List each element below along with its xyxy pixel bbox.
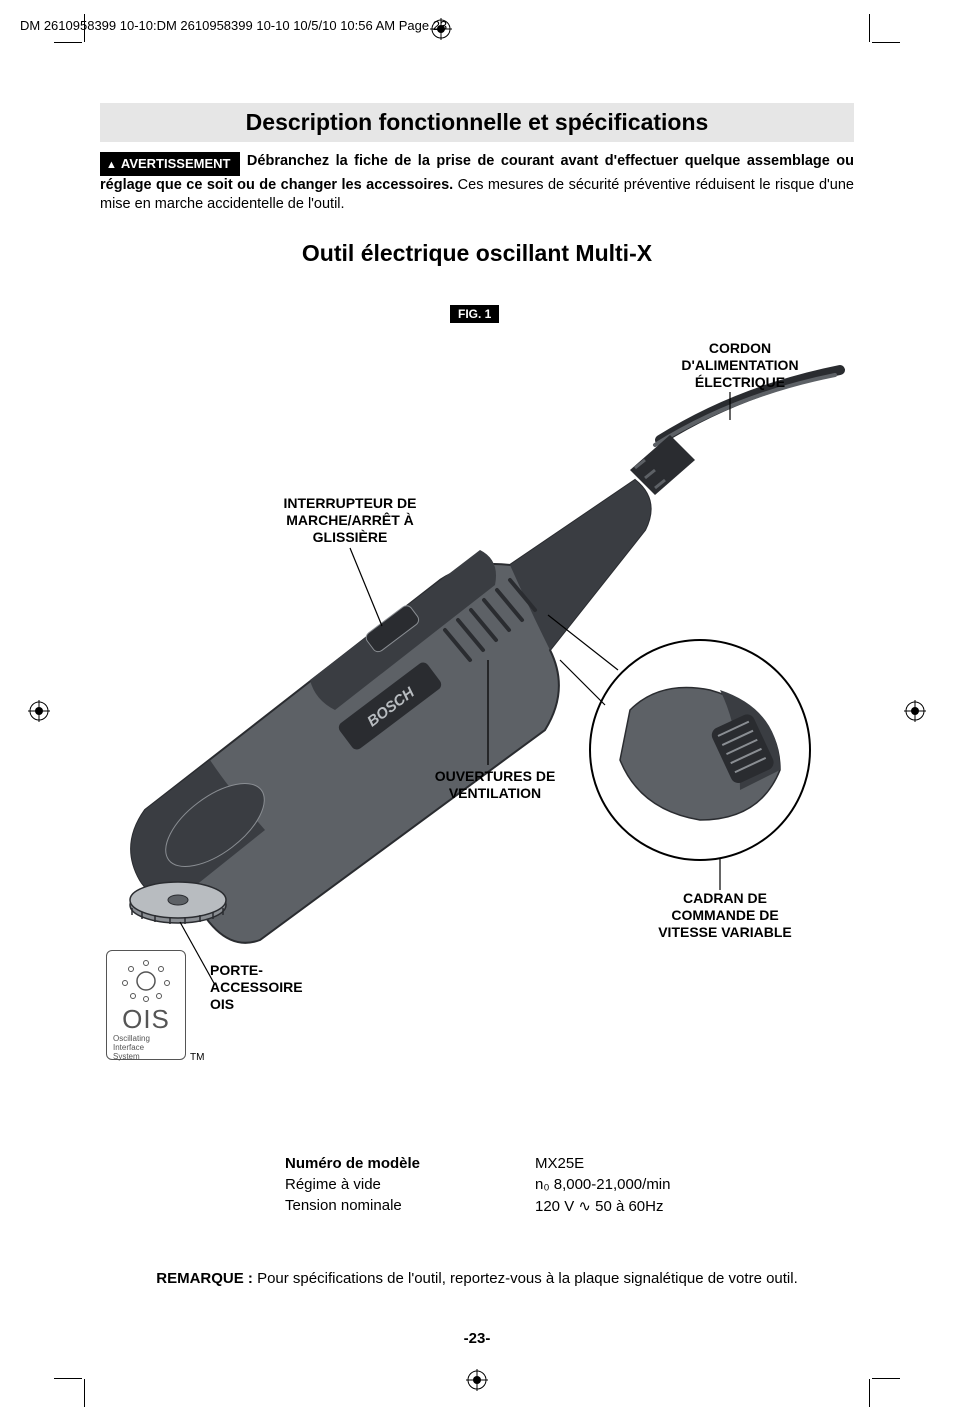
spec-speed-label: Régime à vide	[285, 1176, 535, 1193]
callout-holder: PORTE- ACCESSOIRE OIS	[210, 962, 340, 1012]
spec-model-label: Numéro de modèle	[285, 1155, 420, 1172]
ois-pattern-icon	[107, 951, 185, 1003]
crop-mark	[869, 1379, 870, 1407]
crop-mark	[869, 14, 870, 42]
remark-line: REMARQUE : Pour spécifications de l'outi…	[100, 1270, 854, 1287]
crop-mark	[872, 42, 900, 43]
page: DM 2610958399 10-10:DM 2610958399 10-10 …	[0, 0, 954, 1421]
ois-small-text: Oscillating Interface System	[107, 1035, 185, 1061]
ois-tm: TM	[190, 1052, 204, 1063]
spec-row: Tension nominale 120 V ∿ 50 à 60Hz	[285, 1197, 670, 1215]
registration-mark-icon	[430, 18, 452, 40]
crop-mark	[872, 1378, 900, 1379]
warning-badge: AVERTISSEMENT	[100, 152, 240, 176]
ois-big-text: OIS	[107, 1004, 185, 1035]
crop-mark	[54, 42, 82, 43]
tool-diagram: BOSCH	[100, 350, 854, 1090]
crop-mark	[84, 1379, 85, 1407]
callout-switch: INTERRUPTEUR DE MARCHE/ARRÊT À GLISSIÈRE	[255, 495, 445, 545]
remark-text: Pour spécifications de l'outil, reportez…	[257, 1270, 798, 1287]
crop-mark	[84, 14, 85, 42]
ois-logo-box: OIS Oscillating Interface System	[106, 950, 186, 1060]
spec-model-value: MX25E	[535, 1155, 584, 1172]
callout-cord: CORDON D'ALIMENTATION ÉLECTRIQUE	[640, 340, 840, 390]
spec-table: Numéro de modèle MX25E Régime à vide n₀ …	[285, 1155, 670, 1219]
figure-label: FIG. 1	[450, 305, 499, 323]
registration-mark-icon	[466, 1369, 488, 1391]
spec-voltage-value: 120 V ∿ 50 à 60Hz	[535, 1197, 663, 1215]
spec-speed-value: n₀ 8,000-21,000/min	[535, 1176, 670, 1193]
registration-mark-icon	[904, 700, 926, 722]
registration-mark-icon	[28, 700, 50, 722]
spec-row: Régime à vide n₀ 8,000-21,000/min	[285, 1176, 670, 1193]
warning-block: AVERTISSEMENT Débranchez la fiche de la …	[100, 152, 854, 215]
remark-bold: REMARQUE :	[156, 1270, 257, 1287]
spec-voltage-label: Tension nominale	[285, 1197, 535, 1215]
callout-dial: CADRAN DE COMMANDE DE VITESSE VARIABLE	[630, 890, 820, 940]
section-title: Description fonctionnelle et spécificati…	[100, 103, 854, 142]
crop-mark	[54, 1378, 82, 1379]
callout-vents: OUVERTURES DE VENTILATION	[420, 768, 570, 802]
page-number: -23-	[0, 1330, 954, 1347]
spec-row: Numéro de modèle MX25E	[285, 1155, 670, 1172]
product-subtitle: Outil électrique oscillant Multi-X	[100, 240, 854, 267]
